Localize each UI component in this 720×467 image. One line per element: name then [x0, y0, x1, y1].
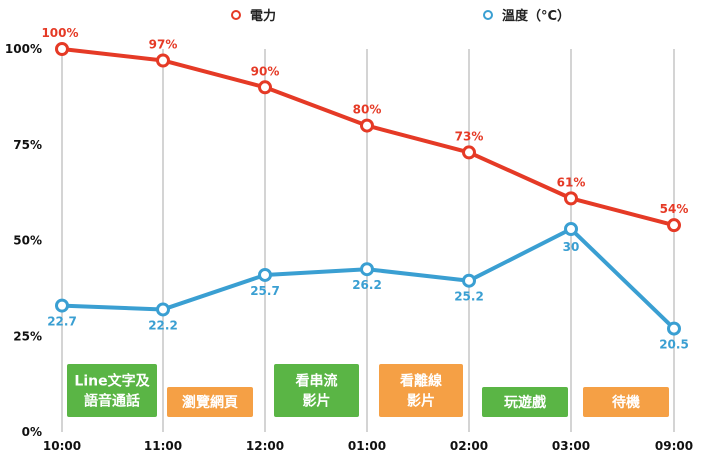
y-tick-label: 25% [13, 329, 42, 343]
activity-label: 語音通話 [84, 393, 140, 410]
data-point [564, 222, 578, 237]
data-label: 100% [41, 26, 78, 40]
x-tick-label: 12:00 [246, 439, 284, 453]
data-point [156, 53, 170, 68]
activity-label: 待機 [612, 394, 640, 411]
activity-label: 瀏覽網頁 [182, 394, 238, 411]
data-label: 61% [557, 175, 586, 189]
data-label: 30 [563, 240, 580, 254]
data-point [258, 267, 272, 282]
data-label: 25.2 [454, 290, 484, 304]
data-point [667, 321, 681, 336]
y-tick-label: 100% [5, 42, 42, 56]
legend-marker [483, 10, 493, 20]
axis-ticks: 0% 25% 50% 75% 100% 10:00 11:00 12:00 01:00 02:00… [5, 42, 693, 453]
data-label: 80% [353, 103, 382, 117]
data-point [156, 302, 170, 317]
data-point [55, 42, 69, 56]
activity-label: 影片 [303, 393, 331, 410]
data-label: 97% [149, 37, 178, 51]
activity-box [482, 387, 568, 417]
legend: 電力 溫度（°C） [231, 8, 570, 24]
series-lines [55, 42, 681, 336]
data-point [360, 118, 374, 133]
data-label: 25.7 [250, 284, 280, 298]
legend-label: 溫度（°C） [502, 8, 570, 24]
data-label: 26.2 [352, 278, 382, 292]
activity-label: Line文字及 [74, 373, 150, 390]
activity-label: 看串流 [295, 373, 338, 390]
x-tick-label: 01:00 [348, 439, 386, 453]
data-point [667, 218, 681, 233]
data-label: 73% [455, 129, 484, 143]
data-label: 90% [251, 64, 280, 78]
legend-marker [231, 10, 241, 20]
x-tick-label: 03:00 [552, 439, 590, 453]
activity-box [274, 364, 359, 417]
series-line-0 [61, 47, 675, 228]
data-labels: 100% 97% 90% 80% 73% 61% 54% 22.7 22.2 25.7 26.2 25… [41, 26, 688, 352]
data-point [564, 191, 578, 206]
data-label: 22.2 [148, 318, 178, 332]
grid-lines [61, 49, 675, 432]
y-tick-label: 75% [13, 138, 42, 152]
x-tick-label: 11:00 [144, 439, 182, 453]
activity-label: 玩遊戲 [504, 394, 547, 411]
y-tick-label: 50% [13, 234, 42, 248]
activity-box [583, 387, 669, 417]
y-tick-label: 0% [22, 425, 42, 439]
x-tick-label: 02:00 [450, 439, 488, 453]
data-label: 22.7 [47, 315, 77, 329]
x-tick-label: 10:00 [43, 439, 81, 453]
x-tick-label: 09:00 [655, 439, 693, 453]
data-point [55, 298, 69, 313]
activity-box [67, 364, 157, 417]
activity-label: 看離線 [399, 373, 442, 390]
activity-box [167, 387, 253, 417]
data-label: 20.5 [659, 338, 689, 352]
data-point [462, 273, 476, 288]
data-point [462, 145, 476, 160]
data-point [360, 262, 374, 277]
activity-label: 影片 [407, 393, 435, 410]
legend-label: 電力 [250, 8, 276, 24]
activity-box [379, 364, 463, 417]
data-label: 54% [660, 202, 689, 216]
data-point [258, 80, 272, 95]
